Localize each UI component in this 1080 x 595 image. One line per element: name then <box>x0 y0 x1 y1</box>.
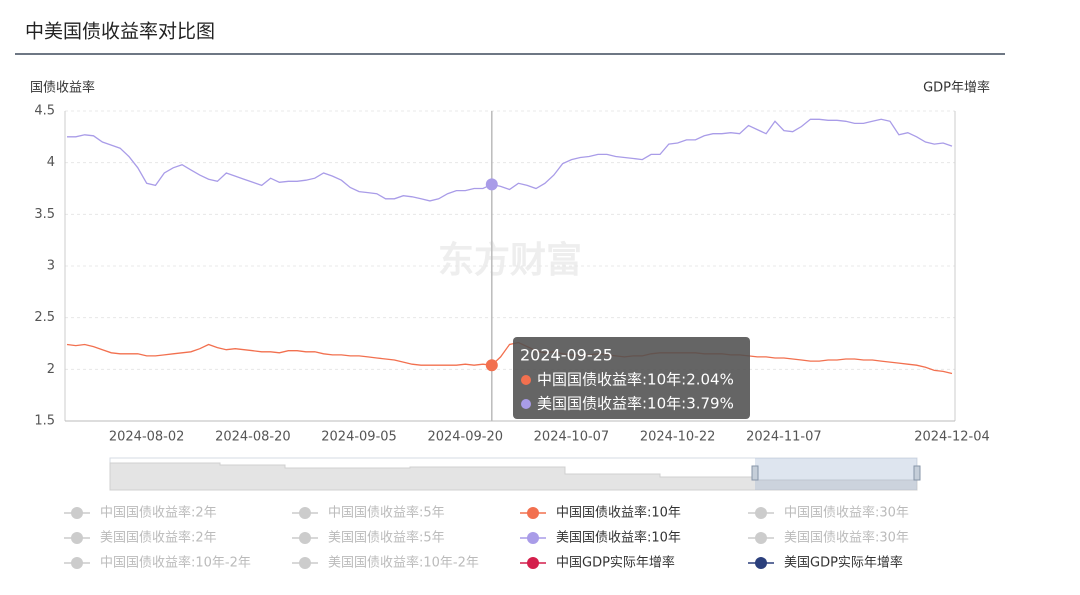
legend-symbol <box>527 532 539 544</box>
legend-item[interactable]: 美国GDP实际年增率 <box>748 555 903 571</box>
legend-item[interactable]: 美国国债收益率:10年-2年 <box>292 555 479 571</box>
legend-label: 中国国债收益率:10年-2年 <box>100 555 251 571</box>
legend-symbol <box>755 507 767 519</box>
y-tick-label: 3 <box>47 259 55 274</box>
legend-symbol <box>527 507 539 519</box>
x-tick-label: 2024-10-07 <box>534 430 610 445</box>
tooltip: 2024-09-25 中国国债收益率:10年:2.04% 美国国债收益率:10年:3… <box>513 337 750 419</box>
x-tick-label: 2024-09-20 <box>427 430 503 445</box>
legend-label: 美国GDP实际年增率 <box>784 555 903 571</box>
legend-item[interactable]: 中国GDP实际年增率 <box>520 555 675 571</box>
legend-symbol <box>71 557 83 569</box>
legend-label: 中国国债收益率:5年 <box>328 505 445 521</box>
tooltip-item: 美国国债收益率:10年:3.79% <box>537 395 734 413</box>
y-tick-label: 3.5 <box>34 207 55 222</box>
legend-item[interactable]: 美国国债收益率:2年 <box>64 530 217 546</box>
y-tick-label: 2 <box>47 362 55 377</box>
legend-item[interactable]: 中国国债收益率:30年 <box>748 505 909 521</box>
y-axis-label: 国债收益率 <box>30 80 95 96</box>
legend-item[interactable]: 中国国债收益率:5年 <box>292 505 445 521</box>
y2-axis-label: GDP年增率 <box>923 80 990 96</box>
zoom-handle[interactable] <box>913 465 921 481</box>
legend-item[interactable]: 美国国债收益率:5年 <box>292 530 445 546</box>
highlight-point <box>485 359 498 372</box>
legend-symbol <box>299 532 311 544</box>
chart-title: 中美国债收益率对比图 <box>25 21 215 43</box>
y-tick-label: 4 <box>47 155 55 170</box>
x-tick-label: 2024-08-20 <box>215 430 291 445</box>
legend-symbol <box>299 557 311 569</box>
legend-label: 中国GDP实际年增率 <box>556 555 675 571</box>
highlight-point <box>485 178 498 191</box>
y-tick-label: 4.5 <box>34 104 55 119</box>
legend-label: 美国国债收益率:10年-2年 <box>328 555 479 571</box>
legend-symbol <box>71 507 83 519</box>
legend-label: 中国国债收益率:30年 <box>784 505 909 521</box>
legend-item[interactable]: 中国国债收益率:10年 <box>520 505 681 521</box>
legend-symbol <box>755 532 767 544</box>
zoom-preview <box>109 462 918 491</box>
tooltip-title: 2024-09-25 <box>520 346 613 365</box>
tooltip-dot <box>521 399 531 409</box>
legend-label: 中国国债收益率:10年 <box>556 505 681 521</box>
legend-item[interactable]: 美国国债收益率:30年 <box>748 530 909 546</box>
legend-label: 美国国债收益率:2年 <box>100 530 217 546</box>
zoom-window[interactable] <box>755 458 917 490</box>
watermark: 东方财富 <box>438 239 582 281</box>
legend-item[interactable]: 中国国债收益率:2年 <box>64 505 217 521</box>
zoom-handle[interactable] <box>751 465 759 481</box>
legend-label: 中国国债收益率:2年 <box>100 505 217 521</box>
legend-item[interactable]: 中国国债收益率:10年-2年 <box>64 555 251 571</box>
plot-area <box>65 110 955 422</box>
series-line <box>66 341 953 375</box>
tooltip-dot <box>521 375 531 385</box>
legend-item[interactable]: 美国国债收益率:10年 <box>520 530 681 546</box>
legend-symbol <box>527 557 539 569</box>
x-tick-label: 2024-12-04 <box>914 430 990 445</box>
tooltip-item: 中国国债收益率:10年:2.04% <box>537 371 734 389</box>
y-tick-label: 1.5 <box>34 414 55 429</box>
legend-label: 美国国债收益率:5年 <box>328 530 445 546</box>
x-tick-label: 2024-09-05 <box>321 430 397 445</box>
series-line <box>67 118 953 202</box>
x-tick-label: 2024-10-22 <box>640 430 716 445</box>
x-tick-label: 2024-11-07 <box>746 430 822 445</box>
legend-symbol <box>71 532 83 544</box>
legend-symbol <box>299 507 311 519</box>
y-tick-label: 2.5 <box>34 310 55 325</box>
tooltip-box <box>513 337 750 419</box>
data-zoom[interactable] <box>109 457 921 491</box>
legend-symbol <box>755 557 767 569</box>
legend-label: 美国国债收益率:10年 <box>556 530 681 546</box>
x-tick-label: 2024-08-02 <box>109 430 185 445</box>
legend-label: 美国国债收益率:30年 <box>784 530 909 546</box>
